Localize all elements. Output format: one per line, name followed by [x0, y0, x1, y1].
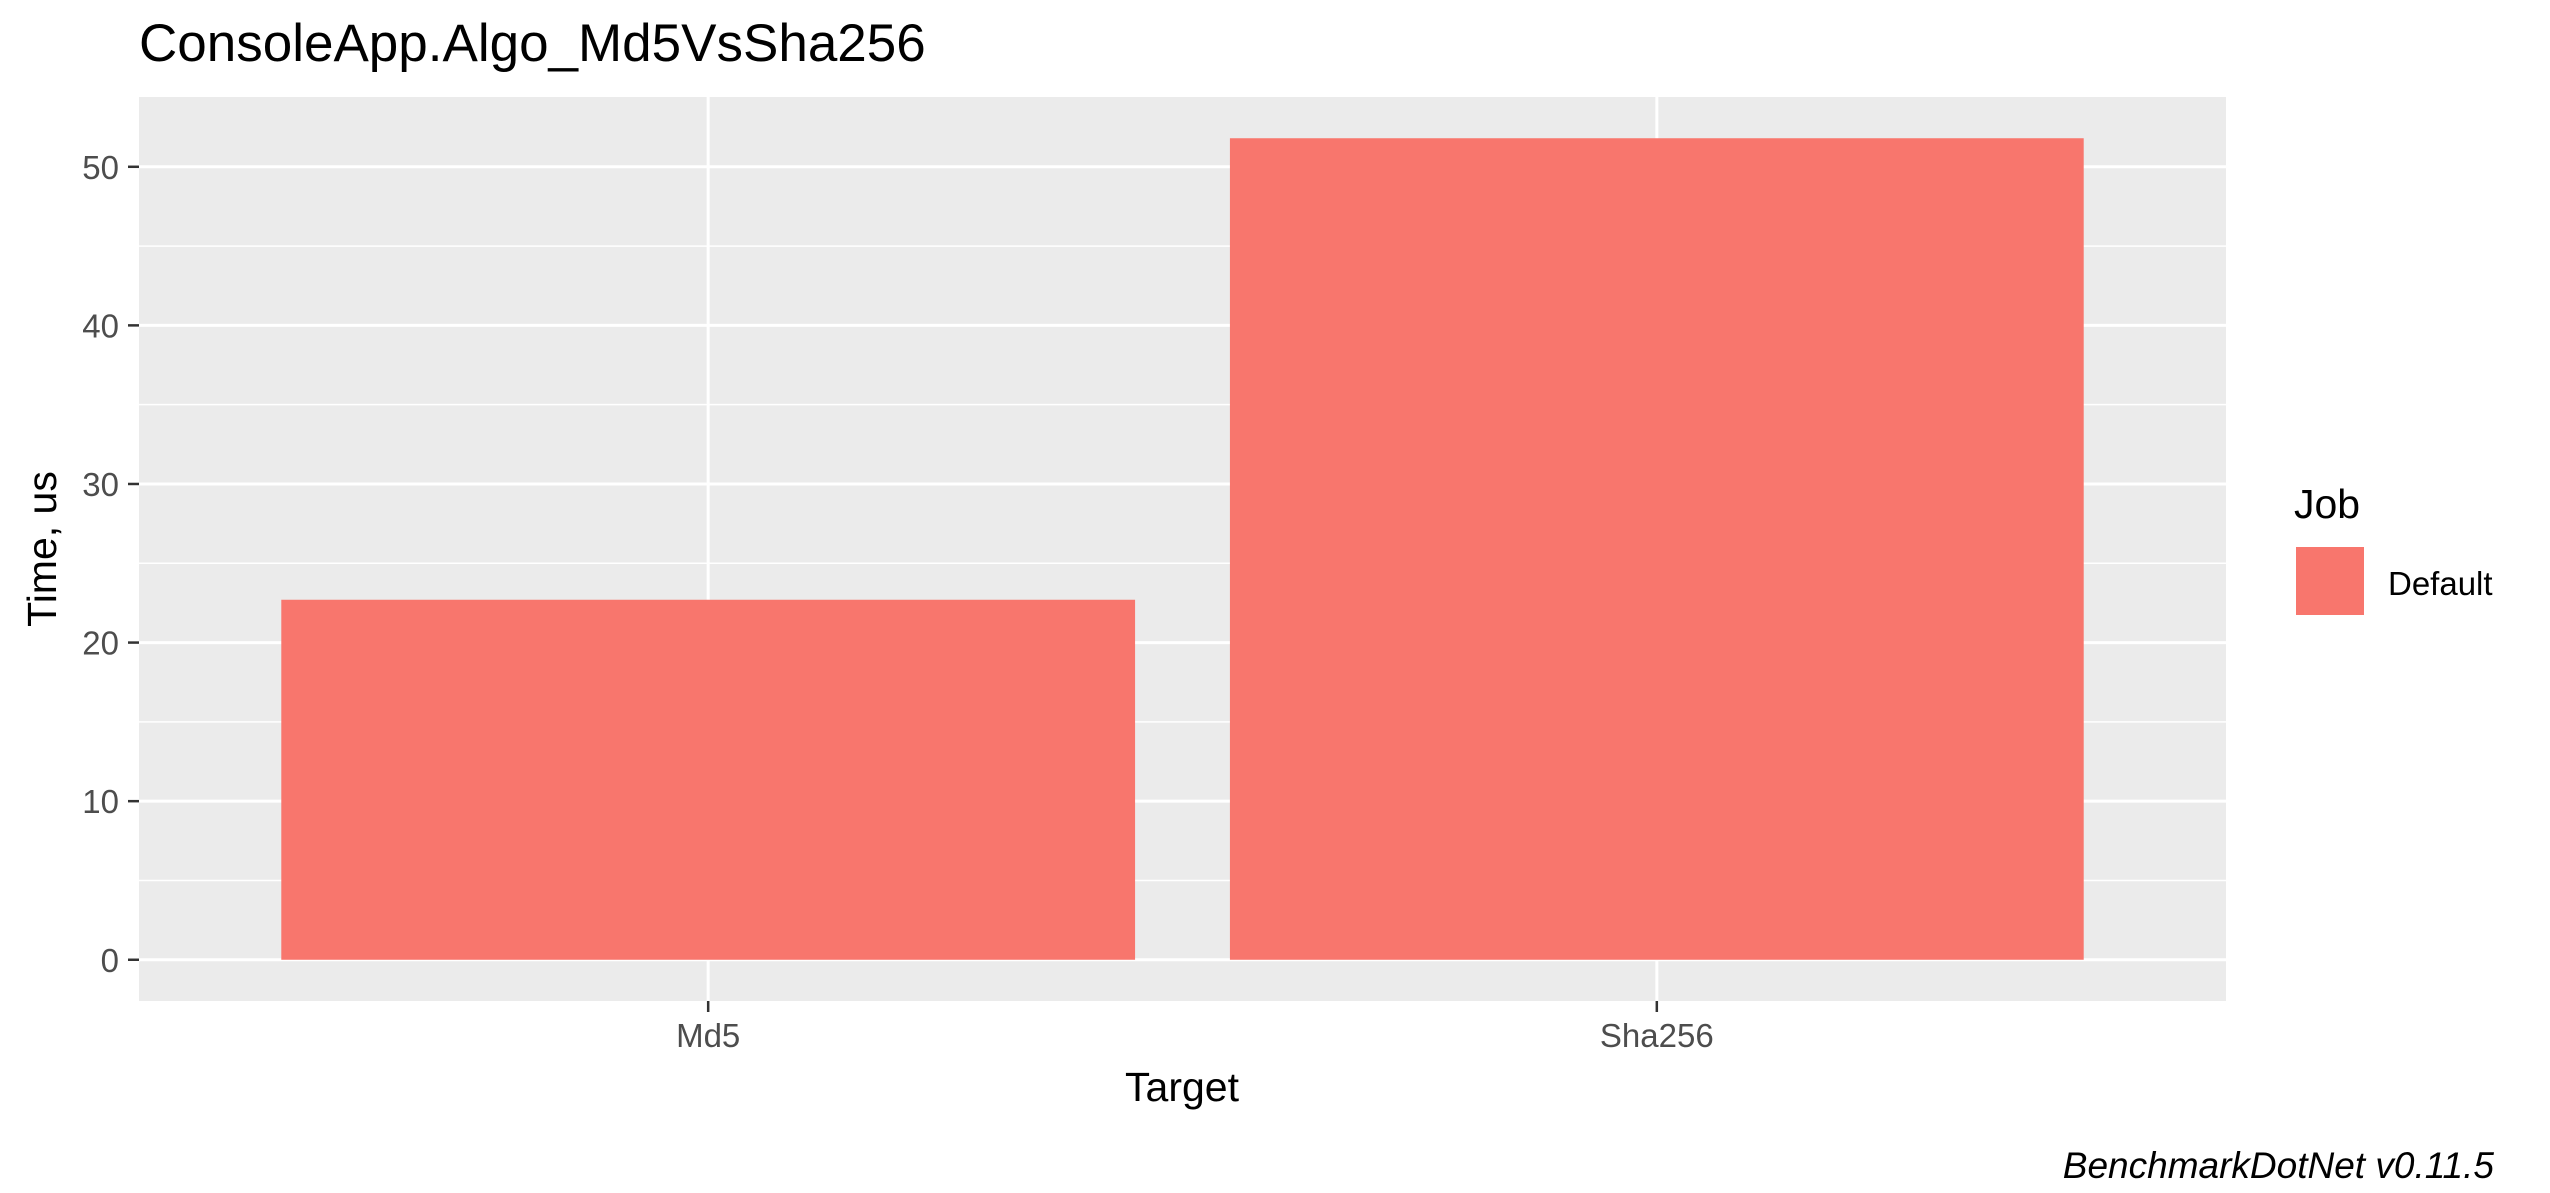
y-tick-label: 50: [82, 149, 119, 186]
legend-label-default: Default: [2388, 565, 2493, 602]
y-tick-label: 10: [82, 783, 119, 820]
x-axis-title: Target: [1125, 1064, 1240, 1110]
x-tick-label: Sha256: [1600, 1017, 1714, 1054]
y-tick-label: 0: [101, 942, 119, 979]
x-axis: Md5 Sha256: [676, 1001, 1714, 1054]
caption: BenchmarkDotNet v0.11.5: [2063, 1145, 2495, 1186]
chart-title: ConsoleApp.Algo_Md5VsSha256: [139, 14, 926, 73]
y-tick-label: 40: [82, 307, 119, 344]
bar-sha256: [1229, 138, 2084, 960]
x-tick-label: Md5: [676, 1017, 740, 1054]
legend-title: Job: [2294, 481, 2360, 527]
y-axis-title: Time, us: [19, 471, 65, 627]
bar-md5: [281, 599, 1136, 960]
legend-key-default: [2296, 547, 2364, 615]
y-axis: 0 10 20 30 40 50: [82, 149, 139, 979]
y-tick-label: 20: [82, 625, 119, 662]
bars: [281, 138, 2084, 960]
legend: Job Default: [2294, 481, 2493, 615]
y-tick-label: 30: [82, 466, 119, 503]
